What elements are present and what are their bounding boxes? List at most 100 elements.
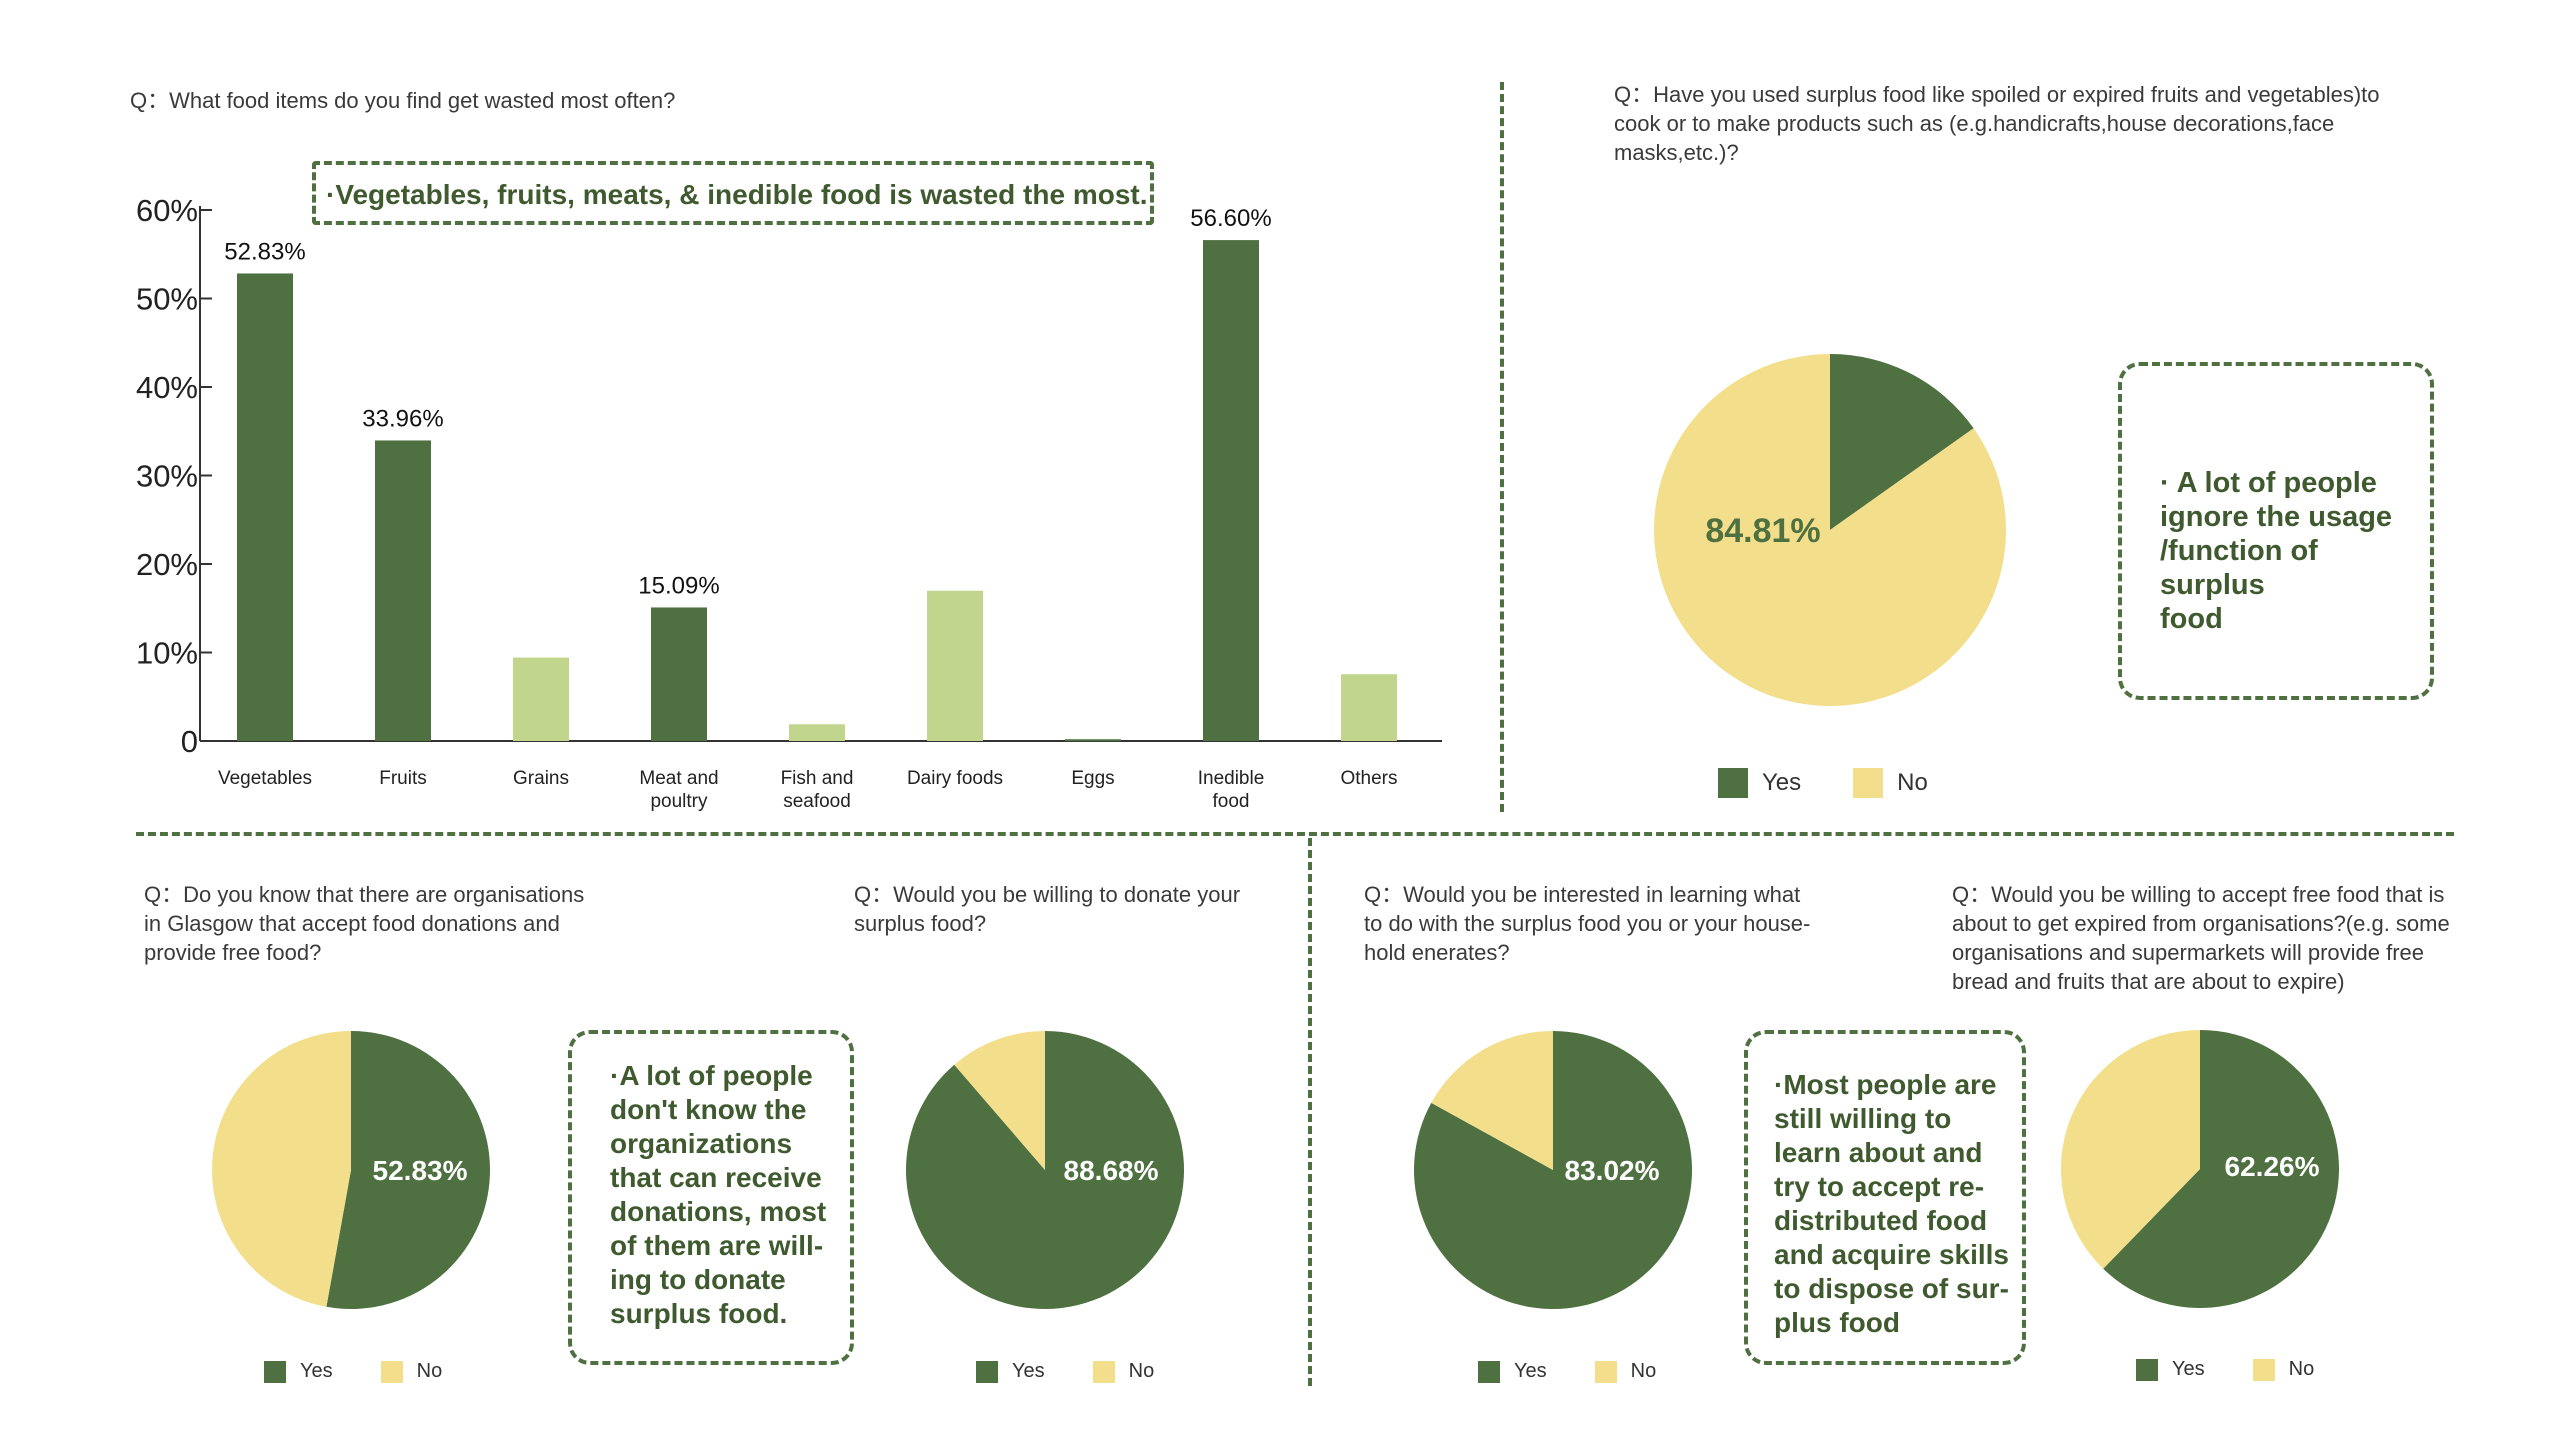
question-line: in Glasgow that accept food donations an… <box>144 911 560 936</box>
note-line: learn about and <box>1774 1137 1983 1168</box>
pie-slice-yes <box>326 1031 491 1309</box>
y-tick-label: 30% <box>136 459 198 494</box>
legend-label-yes: Yes <box>2172 1358 2205 1380</box>
legend-label-yes: Yes <box>1514 1360 1547 1382</box>
bar <box>789 724 845 741</box>
pie-percentage-label: 88.68% <box>1064 1155 1159 1186</box>
note-line: distributed food <box>1774 1205 1988 1236</box>
x-tick-label: Meat and <box>639 768 718 789</box>
note-line: donations, most <box>610 1196 827 1227</box>
pie5-question: Q：Would you be willing to accept free fo… <box>1952 880 2450 996</box>
pie-slice-no <box>1431 1031 1553 1170</box>
x-tick-label: Grains <box>513 768 569 789</box>
question-line: masks,etc.)? <box>1614 140 1739 165</box>
question-line: to do with the surplus food you or your … <box>1364 911 1811 936</box>
pie-percentage-label: 84.81% <box>1705 512 1820 550</box>
bar-chart: 0 10% 20% 30% 40% 50% 60% 52.83% Vegetables 33.96… <box>136 193 1442 812</box>
pie4-question: Q：Would you be interested in learning wh… <box>1364 880 1810 967</box>
legend-swatch-no <box>1853 768 1884 798</box>
question-line: bread and fruits that are about to expir… <box>1952 969 2345 994</box>
legend-label-yes: Yes <box>300 1360 333 1382</box>
note-line: ignore the usage <box>2160 501 2393 533</box>
y-tick-label: 20% <box>136 547 198 582</box>
y-tick-label: 0 <box>181 724 198 759</box>
legend-swatch-no <box>1594 1360 1617 1383</box>
pie-slice-no <box>212 1031 351 1307</box>
pie1-legend: Yes No <box>1718 768 1976 798</box>
question-line: Q：Have you used surplus food like spoile… <box>1614 82 2380 107</box>
note-line: to dispose of sur- <box>1774 1273 2009 1304</box>
note-line: ·Most people are <box>1774 1069 1997 1100</box>
question-line: Q：Would you be willing to accept free fo… <box>1952 882 2445 907</box>
bar-note-text: ·Vegetables, fruits, meats, & inedible f… <box>326 179 1148 210</box>
x-tick-label: Eggs <box>1071 768 1114 789</box>
pie3-question: Q：Would you be willing to donate your su… <box>854 880 1240 938</box>
legend-label-no: No <box>416 1360 443 1382</box>
legend-swatch-no <box>2252 1358 2275 1381</box>
question-line: provide free food? <box>144 940 322 965</box>
x-tick-label: Fish and <box>781 768 854 789</box>
bar-value-label: 33.96% <box>362 405 443 432</box>
legend-label-no: No <box>1897 769 1928 796</box>
question-line: organisations and supermarkets will prov… <box>1952 940 2425 965</box>
divider-horizontal <box>136 832 2454 836</box>
question-line: Q：Would you be interested in learning wh… <box>1364 882 1801 907</box>
legend-swatch-no <box>1092 1360 1115 1383</box>
y-tick-label: 40% <box>136 370 198 405</box>
pie4-note: ·Most people are still willing to learn … <box>1744 1030 2026 1365</box>
note-line: /function of surplus <box>2160 535 2318 601</box>
bar <box>1203 240 1259 741</box>
note-line: that can receive <box>610 1162 822 1193</box>
bar-note: ·Vegetables, fruits, meats, & inedible f… <box>312 161 1154 225</box>
pie4-legend: Yes No <box>1478 1360 1704 1383</box>
bar <box>927 590 983 741</box>
note-line: ·A lot of people <box>610 1060 813 1091</box>
bar <box>237 273 293 741</box>
legend-label-no: No <box>2288 1358 2315 1380</box>
pie-slice-no <box>2061 1030 2200 1269</box>
note-line: still willing to <box>1774 1103 1952 1134</box>
legend-swatch-yes <box>976 1360 998 1383</box>
bar-value-label: 52.83% <box>224 238 305 265</box>
note-line: try to accept re- <box>1774 1171 1985 1202</box>
legend-swatch-yes <box>1478 1360 1500 1383</box>
bar <box>375 440 431 741</box>
question-line: cook or to make products such as (e.g.ha… <box>1614 111 2335 136</box>
note-line: surplus food. <box>610 1298 788 1329</box>
pie2-legend: Yes No <box>264 1360 490 1383</box>
legend-swatch-no <box>380 1360 403 1383</box>
question-line: hold enerates? <box>1364 940 1510 965</box>
question-line: about to get expired from organisations?… <box>1952 911 2450 936</box>
pie1-note: · A lot of people ignore the usage /func… <box>2118 362 2434 700</box>
x-tick-label: Fruits <box>379 768 427 789</box>
note-line: organizations <box>610 1128 793 1159</box>
question-line: Q：Would you be willing to donate your <box>854 882 1241 907</box>
legend-label-no: No <box>1128 1360 1155 1382</box>
pie3-legend: Yes No <box>976 1360 1202 1383</box>
bar-question: Q：What food items do you find get wasted… <box>130 88 676 113</box>
legend-label-yes: Yes <box>1762 769 1802 796</box>
pie-percentage-label: 62.26% <box>2225 1151 2320 1182</box>
note-line: don't know the <box>610 1094 807 1125</box>
pie-slice-yes <box>2103 1030 2339 1309</box>
note-line: · A lot of people <box>2160 467 2377 499</box>
legend-label-yes: Yes <box>1012 1360 1045 1382</box>
legend-swatch-yes <box>1718 768 1748 798</box>
pie5-legend: Yes No <box>2136 1358 2362 1381</box>
note-line: plus food <box>1774 1307 1900 1338</box>
question-line: surplus food? <box>854 911 987 936</box>
bar <box>1065 739 1121 742</box>
x-tick-label: Dairy foods <box>907 768 1003 789</box>
pie-percentage-label: 83.02% <box>1565 1155 1660 1186</box>
pie-slice-yes <box>1830 354 1974 530</box>
x-tick-label: Inedible <box>1198 768 1265 789</box>
legend-swatch-yes <box>264 1360 286 1383</box>
pie-slice-no <box>1654 354 2006 707</box>
pie2-question: Q：Do you know that there are organisatio… <box>144 880 584 967</box>
bar <box>513 657 569 741</box>
divider-vertical-bottom <box>1308 838 1312 1386</box>
pie2-note: ·A lot of people don't know the organiza… <box>568 1030 854 1365</box>
